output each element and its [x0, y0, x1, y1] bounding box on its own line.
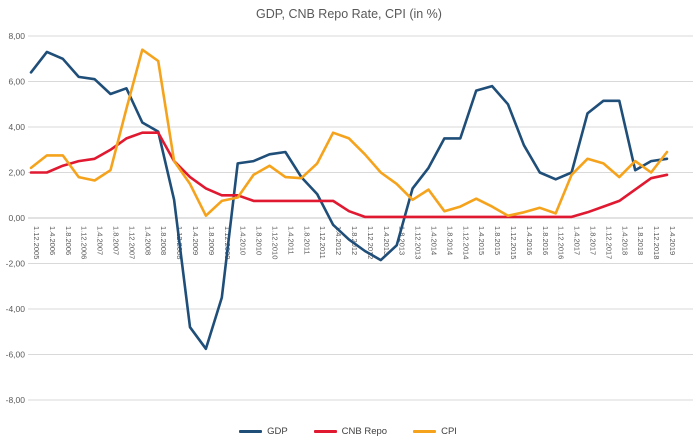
x-tick-label: 1.12.2006: [80, 226, 89, 259]
x-tick-label: 1.12.2016: [557, 226, 566, 259]
x-tick-label: 1.8.2017: [589, 226, 598, 255]
y-tick-label: -8,00: [6, 395, 26, 405]
x-tick-label: 1.8.2018: [636, 226, 645, 255]
legend-label-cnb-repo: CNB Repo: [341, 426, 388, 437]
legend-item-cnb-repo: CNB Repo: [313, 426, 388, 437]
gdp-line-swatch: [239, 430, 263, 433]
x-tick-label: 1.4.2011: [286, 226, 295, 255]
x-tick-label: 1.12.2011: [318, 226, 327, 259]
y-tick-label: 2,00: [8, 168, 25, 178]
legend-item-cpi: CPI: [413, 426, 457, 437]
chart-title: GDP, CNB Repo Rate, CPI (in %): [256, 7, 442, 21]
x-tick-label: 1.8.2011: [302, 226, 311, 255]
x-tick-label: 1.8.2012: [350, 226, 359, 255]
x-tick-label: 1.12.2007: [127, 226, 136, 259]
x-tick-label: 1.4.2007: [96, 226, 105, 255]
x-tick-label: 1.12.2013: [414, 226, 423, 259]
legend-label-gdp: GDP: [267, 426, 288, 437]
y-tick-label: 8,00: [8, 31, 25, 41]
x-tick-label: 1.12.2018: [652, 226, 661, 259]
x-tick-label: 1.12.2014: [461, 226, 470, 259]
y-tick-label: 6,00: [8, 77, 25, 87]
x-tick-label: 1.12.2010: [271, 226, 280, 259]
gridlines: [28, 35, 693, 401]
x-tick-label: 1.12.2012: [366, 226, 375, 259]
x-tick-label: 1.12.2015: [509, 226, 518, 259]
x-tick-label: 1.8.2014: [445, 226, 454, 255]
cpi-line-swatch: [413, 430, 437, 433]
legend: GDP CNB Repo CPI: [0, 426, 696, 437]
x-tick-label: 1.8.2009: [207, 226, 216, 255]
x-tick-label: 1.8.2015: [493, 226, 502, 255]
y-tick-label: -6,00: [6, 350, 26, 360]
series-lines: [29, 48, 669, 351]
x-tick-label: 1.12.2005: [32, 226, 41, 259]
x-tick-label: 1.8.2008: [159, 226, 168, 255]
x-tick-label: 1.4.2018: [620, 226, 629, 255]
x-tick-label: 1.8.2013: [398, 226, 407, 255]
y-tick-label: -2,00: [6, 259, 26, 269]
y-axis-labels: 8,00 6,00 4,00 2,00 0,00 -2,00 -4,00 -6,00 -8,00: [6, 31, 26, 405]
x-tick-label: 1.12.2017: [604, 226, 613, 259]
x-tick-label: 1.8.2007: [112, 226, 121, 255]
cpi-series-line: [29, 48, 669, 217]
legend-label-cpi: CPI: [441, 426, 457, 437]
x-tick-label: 1.4.2015: [477, 226, 486, 255]
cnb-repo-series-line: [29, 131, 669, 219]
x-tick-label: 1.4.2014: [430, 226, 439, 255]
x-tick-label: 1.4.2012: [334, 226, 343, 255]
y-tick-label: 0,00: [8, 213, 25, 223]
x-tick-label: 1.8.2010: [255, 226, 264, 255]
x-tick-label: 1.4.2019: [668, 226, 677, 255]
x-tick-label: 1.4.2016: [525, 226, 534, 255]
x-tick-label: 1.4.2009: [191, 226, 200, 255]
x-tick-label: 1.8.2006: [64, 226, 73, 255]
y-tick-label: 4,00: [8, 122, 25, 132]
x-tick-label: 1.8.2016: [541, 226, 550, 255]
x-tick-label: 1.4.2008: [143, 226, 152, 255]
legend-item-gdp: GDP: [239, 426, 288, 437]
cnb-repo-line-swatch: [313, 430, 337, 433]
x-tick-label: 1.4.2017: [573, 226, 582, 255]
gdp-series-line: [29, 50, 669, 351]
x-axis-labels: 1.12.2005 1.4.2006 1.8.2006 1.12.2006 1.4.20…: [32, 226, 677, 259]
x-tick-label: 1.4.2013: [382, 226, 391, 255]
x-tick-label: 1.4.2010: [239, 226, 248, 255]
y-tick-label: -4,00: [6, 304, 26, 314]
x-tick-label: 1.4.2006: [48, 226, 57, 255]
